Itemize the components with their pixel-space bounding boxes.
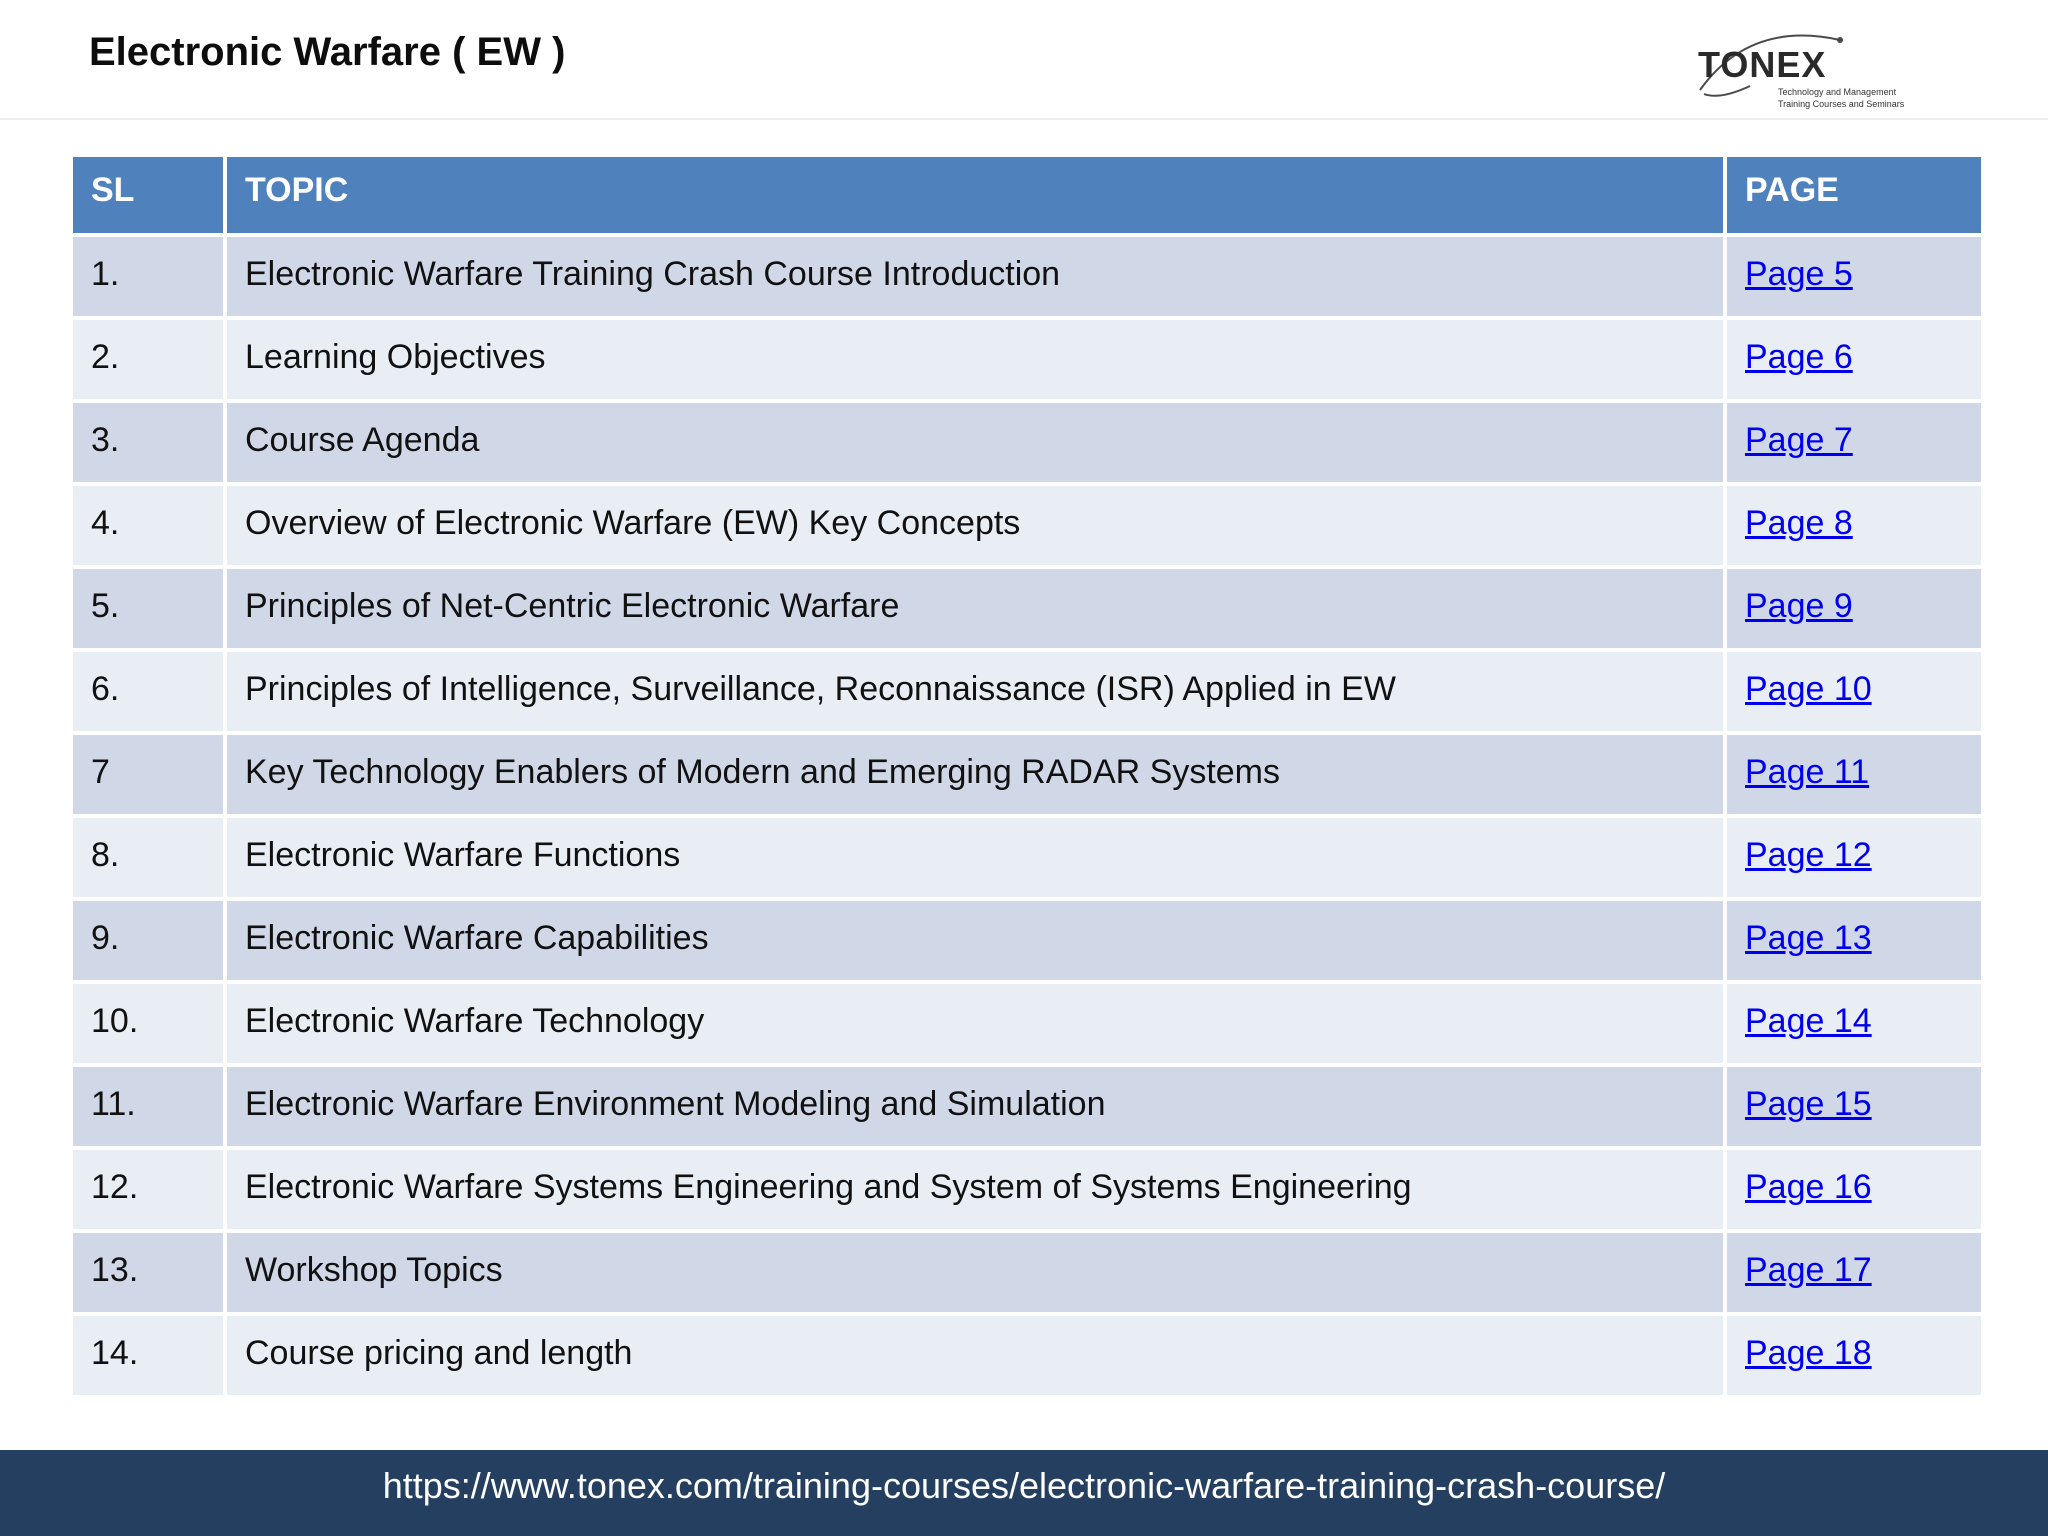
column-header-topic: TOPIC xyxy=(223,153,1727,237)
page-link[interactable]: Page 11 xyxy=(1745,753,1870,791)
row-sl-cell: 11. xyxy=(69,1063,227,1150)
page-link[interactable]: Page 9 xyxy=(1745,587,1853,625)
row-topic-cell: Course Agenda xyxy=(223,399,1727,486)
row-page-cell: Page 13 xyxy=(1723,897,1985,984)
page-title: Electronic Warfare ( EW ) xyxy=(89,30,566,74)
row-sl-cell: 3. xyxy=(69,399,227,486)
table-row: 14. Course pricing and length Page 18 xyxy=(69,1312,1985,1399)
table-row: 6. Principles of Intelligence, Surveillan… xyxy=(69,648,1985,735)
row-page-cell: Page 6 xyxy=(1723,316,1985,403)
table-row: 11. Electronic Warfare Environment Modeli… xyxy=(69,1063,1985,1150)
row-page-cell: Page 17 xyxy=(1723,1229,1985,1316)
row-topic-cell: Electronic Warfare Systems Engineering a… xyxy=(223,1146,1727,1233)
row-sl-cell: 8. xyxy=(69,814,227,901)
page-link[interactable]: Page 18 xyxy=(1745,1334,1872,1372)
table-header-row: SL TOPIC PAGE xyxy=(69,153,1985,237)
table-row: 1. Electronic Warfare Training Crash Cour… xyxy=(69,233,1985,320)
row-topic-cell: Principles of Intelligence, Surveillance… xyxy=(223,648,1727,735)
row-page-cell: Page 8 xyxy=(1723,482,1985,569)
row-topic-cell: Electronic Warfare Capabilities xyxy=(223,897,1727,984)
column-header-sl: SL xyxy=(69,153,227,237)
tonex-logo: TONEX Technology and Management Training… xyxy=(1690,28,1940,118)
row-sl-cell: 5. xyxy=(69,565,227,652)
row-sl-cell: 9. xyxy=(69,897,227,984)
footer-url[interactable]: https://www.tonex.com/training-courses/e… xyxy=(382,1465,1666,1506)
page-link[interactable]: Page 12 xyxy=(1745,836,1872,874)
row-sl-cell: 12. xyxy=(69,1146,227,1233)
table-row: 13. Workshop Topics Page 17 xyxy=(69,1229,1985,1316)
table-row: 8. Electronic Warfare Functions Page 12 xyxy=(69,814,1985,901)
row-page-cell: Page 16 xyxy=(1723,1146,1985,1233)
row-sl-cell: 7 xyxy=(69,731,227,818)
row-sl-cell: 14. xyxy=(69,1312,227,1399)
column-header-page: PAGE xyxy=(1723,153,1985,237)
row-sl-cell: 4. xyxy=(69,482,227,569)
page-link[interactable]: Page 14 xyxy=(1745,1002,1872,1040)
page-link[interactable]: Page 10 xyxy=(1745,670,1872,708)
logo-tagline-line1: Technology and Management xyxy=(1778,87,1897,97)
page-link[interactable]: Page 6 xyxy=(1745,338,1853,376)
logo-tagline-line2: Training Courses and Seminars xyxy=(1778,99,1905,109)
footer-url-bar: https://www.tonex.com/training-courses/e… xyxy=(0,1450,2048,1536)
row-page-cell: Page 9 xyxy=(1723,565,1985,652)
table-row: 9. Electronic Warfare Capabilities Page 13 xyxy=(69,897,1985,984)
row-page-cell: Page 14 xyxy=(1723,980,1985,1067)
page-link[interactable]: Page 8 xyxy=(1745,504,1853,542)
slide-header: Electronic Warfare ( EW ) TONEX Technolo… xyxy=(0,0,2048,120)
row-page-cell: Page 18 xyxy=(1723,1312,1985,1399)
table-of-contents: SL TOPIC PAGE 1. Electronic Warfare Train… xyxy=(69,153,1985,1399)
page-link[interactable]: Page 7 xyxy=(1745,421,1853,459)
row-page-cell: Page 11 xyxy=(1723,731,1985,818)
row-page-cell: Page 15 xyxy=(1723,1063,1985,1150)
row-topic-cell: Learning Objectives xyxy=(223,316,1727,403)
table-row: 10. Electronic Warfare Technology Page 14 xyxy=(69,980,1985,1067)
page-link[interactable]: Page 13 xyxy=(1745,919,1872,957)
page-link[interactable]: Page 17 xyxy=(1745,1251,1872,1289)
logo-wordmark: TONEX xyxy=(1698,44,1827,85)
row-sl-cell: 6. xyxy=(69,648,227,735)
row-topic-cell: Electronic Warfare Functions xyxy=(223,814,1727,901)
row-sl-cell: 13. xyxy=(69,1229,227,1316)
row-topic-cell: Overview of Electronic Warfare (EW) Key … xyxy=(223,482,1727,569)
table-row: 2. Learning Objectives Page 6 xyxy=(69,316,1985,403)
logo-tagline: Technology and Management Training Cours… xyxy=(1778,86,1904,110)
table-row: 3. Course Agenda Page 7 xyxy=(69,399,1985,486)
table-row: 7 Key Technology Enablers of Modern and E… xyxy=(69,731,1985,818)
row-topic-cell: Key Technology Enablers of Modern and Em… xyxy=(223,731,1727,818)
row-page-cell: Page 7 xyxy=(1723,399,1985,486)
logo-orbit-icon xyxy=(1699,34,1843,97)
row-sl-cell: 10. xyxy=(69,980,227,1067)
table-body: 1. Electronic Warfare Training Crash Cour… xyxy=(69,233,1985,1399)
row-topic-cell: Electronic Warfare Technology xyxy=(223,980,1727,1067)
row-page-cell: Page 5 xyxy=(1723,233,1985,320)
table-row: 4. Overview of Electronic Warfare (EW) Ke… xyxy=(69,482,1985,569)
row-page-cell: Page 10 xyxy=(1723,648,1985,735)
row-topic-cell: Workshop Topics xyxy=(223,1229,1727,1316)
row-page-cell: Page 12 xyxy=(1723,814,1985,901)
row-sl-cell: 1. xyxy=(69,233,227,320)
page-link[interactable]: Page 5 xyxy=(1745,255,1853,293)
row-topic-cell: Electronic Warfare Environment Modeling … xyxy=(223,1063,1727,1150)
table-row: 5. Principles of Net-Centric Electronic W… xyxy=(69,565,1985,652)
table-row: 12. Electronic Warfare Systems Engineerin… xyxy=(69,1146,1985,1233)
page-link[interactable]: Page 16 xyxy=(1745,1168,1872,1206)
row-topic-cell: Electronic Warfare Training Crash Course… xyxy=(223,233,1727,320)
row-topic-cell: Course pricing and length xyxy=(223,1312,1727,1399)
row-sl-cell: 2. xyxy=(69,316,227,403)
row-topic-cell: Principles of Net-Centric Electronic War… xyxy=(223,565,1727,652)
page-link[interactable]: Page 15 xyxy=(1745,1085,1872,1123)
